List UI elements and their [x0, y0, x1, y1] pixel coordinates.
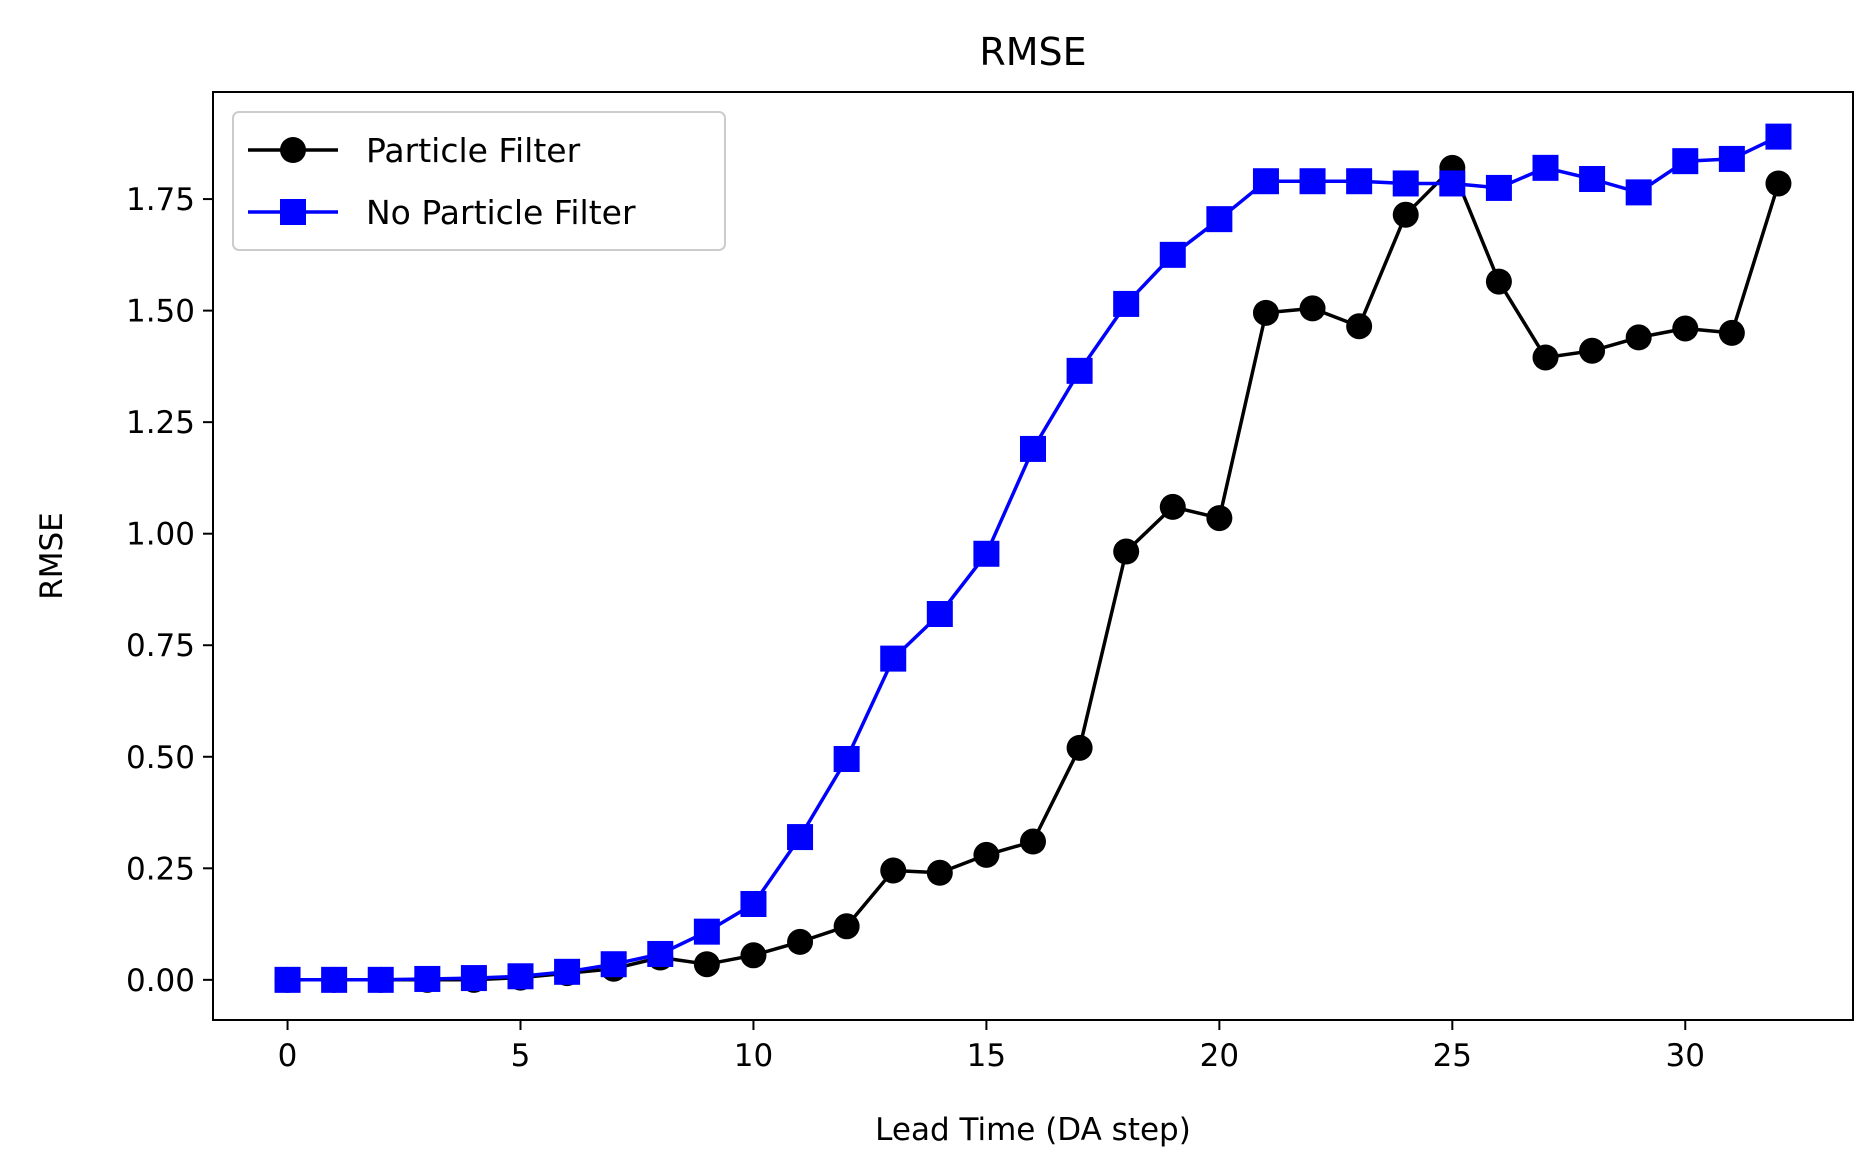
data-point [1765, 170, 1792, 197]
data-point [414, 965, 441, 992]
data-point [1765, 123, 1792, 150]
data-point [367, 966, 394, 993]
data-point [1718, 145, 1745, 172]
x-tick-label: 30 [1666, 1038, 1705, 1074]
data-point [1392, 170, 1419, 197]
data-point [1020, 828, 1046, 855]
x-tick-label: 20 [1200, 1038, 1239, 1074]
y-tick-label: 1.50 [126, 294, 195, 330]
data-point [833, 746, 860, 772]
data-point [1252, 299, 1279, 326]
data-point [973, 841, 1000, 868]
data-point [1113, 290, 1140, 317]
data-point [787, 824, 814, 851]
data-point [1113, 538, 1140, 565]
data-point [1066, 357, 1093, 384]
data-point [1532, 154, 1559, 181]
y-tick-label: 1.75 [126, 182, 195, 218]
legend: Particle Filter No Particle Filter [232, 111, 726, 251]
data-point [693, 951, 720, 978]
data-point [740, 891, 767, 917]
data-point [600, 951, 627, 978]
data-point [926, 601, 953, 627]
data-point [1346, 168, 1373, 195]
data-point [647, 940, 674, 967]
data-point [1532, 344, 1559, 371]
data-point [1718, 319, 1745, 346]
y-tick-label: 1.25 [126, 405, 195, 441]
data-point [1066, 734, 1093, 761]
y-tick-label: 0.00 [126, 963, 195, 999]
x-tick-label: 5 [511, 1038, 531, 1074]
y-tick-label: 0.25 [126, 851, 195, 887]
y-tick-label: 0.50 [126, 740, 195, 776]
series-1 [274, 123, 1792, 993]
legend-label-particle-filter: Particle Filter [366, 131, 581, 170]
x-axis: 0 5 10 15 20 25 30 [278, 1020, 1705, 1074]
y-axis-label: RMSE [34, 512, 70, 600]
data-point [1206, 206, 1233, 233]
legend-label-no-particle-filter: No Particle Filter [366, 193, 636, 232]
axes-frame [212, 91, 1854, 1021]
data-point [1579, 166, 1606, 192]
data-point [1206, 505, 1233, 532]
data-point [1672, 148, 1699, 175]
x-tick-label: 0 [278, 1038, 298, 1074]
legend-marker-no-particle-filter [280, 199, 306, 225]
data-point [1625, 324, 1652, 351]
legend-box [232, 111, 726, 251]
data-point [973, 540, 1000, 567]
x-axis-label: Lead Time (DA step) [875, 1112, 1191, 1148]
legend-marker-particle-filter [280, 137, 306, 163]
data-point [321, 966, 348, 993]
data-point [1299, 295, 1326, 322]
chart-title: RMSE [979, 30, 1086, 74]
data-point [1159, 493, 1186, 520]
data-point [1625, 179, 1652, 206]
data-point [1485, 268, 1512, 295]
data-point [1579, 337, 1606, 364]
data-point [1392, 201, 1419, 228]
y-tick-label: 1.00 [126, 517, 195, 553]
data-point [693, 918, 720, 945]
data-point [1672, 315, 1699, 342]
data-point [1299, 168, 1326, 195]
data-point [926, 859, 953, 886]
data-point [1020, 435, 1046, 462]
data-point [274, 966, 301, 993]
data-point [1439, 170, 1466, 197]
data-point [554, 958, 581, 985]
y-tick-label: 0.75 [126, 628, 195, 664]
data-point [460, 965, 487, 992]
data-point [507, 963, 534, 990]
data-point [1159, 241, 1186, 268]
data-point [1252, 168, 1279, 195]
y-axis: 0.00 0.25 0.50 0.75 1.00 1.25 1.50 1.75 [126, 182, 213, 999]
x-tick-label: 25 [1433, 1038, 1472, 1074]
data-point [787, 928, 814, 955]
data-point [880, 645, 907, 672]
plot-area [274, 123, 1792, 993]
x-tick-label: 10 [734, 1038, 773, 1074]
data-point [1485, 174, 1512, 201]
data-point [740, 942, 767, 969]
data-point [1346, 313, 1373, 340]
data-point [880, 857, 907, 884]
data-point [833, 913, 860, 940]
x-tick-label: 15 [967, 1038, 1006, 1074]
